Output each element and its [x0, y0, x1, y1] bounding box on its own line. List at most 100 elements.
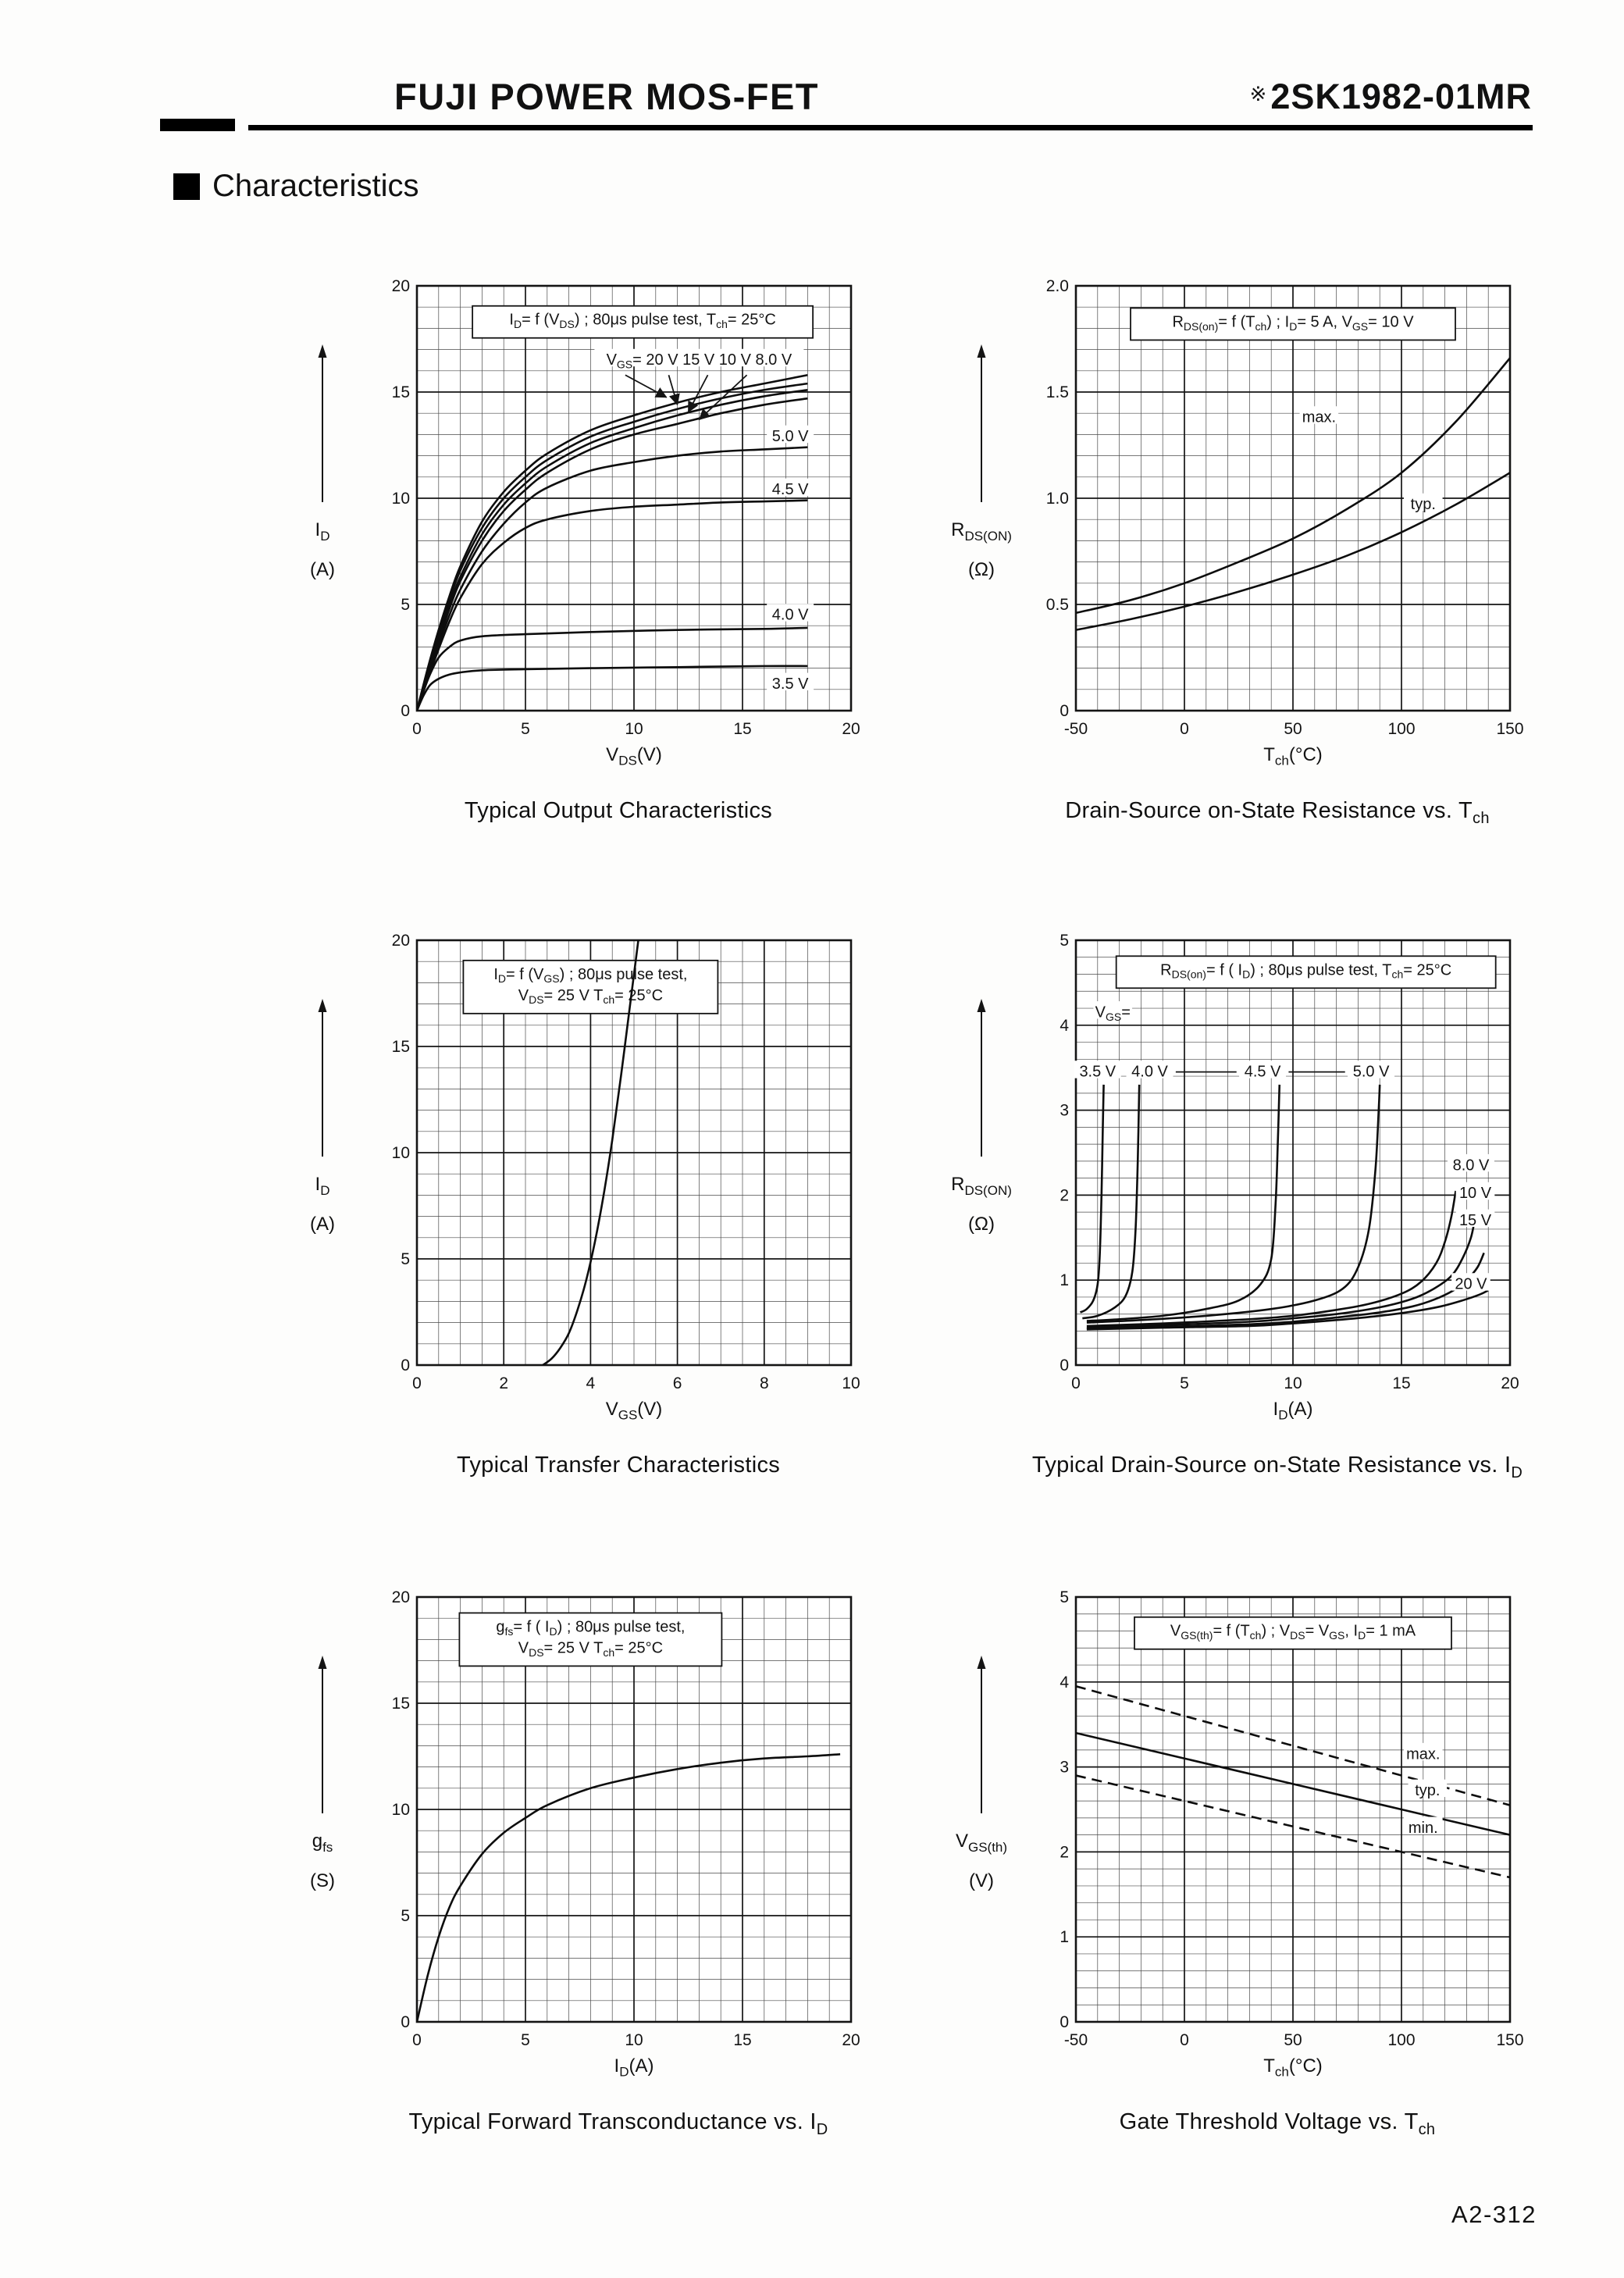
annotation-text: RDS(on)= f ( ID) ; 80μs pulse test, Tch=… — [1160, 961, 1451, 980]
y-tick-label: 5 — [1060, 1588, 1069, 1606]
annotation-text: VDS= 25 V Tch= 25°C — [518, 1639, 663, 1658]
curve-label-bg — [767, 425, 814, 444]
y-axis-label: ID — [315, 519, 330, 544]
x-tick-label: 5 — [521, 720, 530, 738]
part-number: ※2SK1982-01MR — [1250, 77, 1532, 117]
chart-title: Gate Threshold Voltage vs. Tch — [1119, 2109, 1436, 2138]
series-path — [1076, 1684, 1510, 1806]
part-number-text: 2SK1982-01MR — [1270, 77, 1532, 116]
series-path — [417, 626, 808, 711]
part-number-mark: ※ — [1249, 82, 1268, 105]
curve-label: VGS= — [1095, 1004, 1131, 1022]
section-title-text: Characteristics — [212, 169, 419, 203]
plot-area: -50 0 50 100 150 0 0.5 1.0 1.5 2.0 Tch(°C) RDS(on)=… — [1015, 270, 1540, 769]
y-axis-group: RDS(ON) (Ω) — [948, 999, 1015, 1236]
y-tick-label: 0 — [401, 1356, 410, 1374]
plot-border — [415, 284, 853, 712]
y-tick-label: 15 — [392, 383, 410, 401]
curve-label: 4.0 V — [1131, 1064, 1168, 1081]
curve-label: max. — [1302, 409, 1336, 426]
series-path — [542, 940, 639, 1365]
x-tick-label: 8 — [760, 1374, 769, 1392]
y-tick-label: 1 — [1060, 1928, 1069, 1946]
curve-label: 20 V — [1455, 1276, 1487, 1293]
curve-label: 15 V — [1459, 1212, 1492, 1229]
series-path — [417, 373, 808, 711]
y-tick-label: 15 — [392, 1038, 410, 1056]
x-tick-label: 2 — [499, 1374, 508, 1392]
y-tick-label: 0 — [401, 702, 410, 720]
x-axis-label: VGS(V) — [606, 1399, 663, 1420]
curve-label: 3.5 V — [772, 676, 809, 693]
y-axis-label: gfs — [312, 1831, 333, 1855]
y-axis-label: RDS(ON) — [951, 519, 1012, 544]
x-tick-label: 15 — [733, 2031, 751, 2049]
x-tick-label: 20 — [1501, 1374, 1519, 1392]
y-tick-label: 10 — [392, 1144, 410, 1162]
y-axis-group: ID (A) — [289, 344, 356, 582]
curve-label: 10 V — [1459, 1185, 1492, 1202]
series-path — [1076, 357, 1510, 615]
y-axis-label: (Ω) — [968, 559, 995, 581]
y-tick-label: 20 — [392, 932, 410, 950]
x-axis-label: ID(A) — [614, 2055, 654, 2077]
plot-area: 0 5 10 15 20 0 5 10 15 20 ID(A) gfs= f ( ID) ; 80μs… — [356, 1581, 881, 2080]
chart-gfs-vs-id: gfs (S) 0 5 10 15 20 0 5 10 15 20 ID(A) gfs= f ( ID)… — [289, 1581, 890, 2163]
curve-label-bg — [1074, 1061, 1121, 1078]
curve-label-bg — [1404, 493, 1443, 512]
curve-label-bg — [767, 604, 814, 622]
x-axis-label: VDS(V) — [606, 744, 662, 765]
section-square-icon — [173, 173, 200, 200]
x-tick-label: 0 — [1071, 1374, 1081, 1392]
y-tick-label: 0 — [1060, 2013, 1069, 2031]
curve-label-bg — [1404, 1816, 1443, 1834]
brand-title: FUJI POWER MOS-FET — [394, 76, 819, 117]
y-tick-label: 20 — [392, 1588, 410, 1606]
x-tick-label: -50 — [1064, 2031, 1088, 2049]
chart-title: Typical Output Characteristics — [464, 798, 773, 823]
curve-label: typ. — [1411, 496, 1436, 513]
x-tick-label: -50 — [1064, 720, 1088, 738]
plot-border — [1074, 284, 1512, 712]
x-tick-label: 10 — [1284, 1374, 1302, 1392]
chart-rdson-vs-tch: RDS(ON) (Ω) -50 0 50 100 150 0 0.5 1.0 1.5 2.0 Tch(… — [948, 270, 1549, 852]
y-tick-label: 3 — [1060, 1102, 1069, 1120]
y-tick-label: 1.5 — [1046, 383, 1069, 401]
x-tick-label: 0 — [1180, 720, 1189, 738]
y-axis-label: RDS(ON) — [951, 1174, 1012, 1198]
x-tick-label: 0 — [1180, 2031, 1189, 2049]
y-axis-group: gfs (S) — [289, 1656, 356, 1893]
y-axis-label: (A) — [310, 559, 335, 581]
plot-area: 0 5 10 15 20 0 5 10 15 20 VDS(V) ID= f (VDS) ; 80μs… — [356, 270, 881, 769]
y-tick-label: 1.0 — [1046, 490, 1069, 508]
y-tick-label: 0 — [1060, 702, 1069, 720]
x-tick-label: 100 — [1387, 2031, 1415, 2049]
y-tick-label: 3 — [1060, 1759, 1069, 1777]
x-tick-label: 15 — [733, 720, 751, 738]
y-axis-arrow — [318, 344, 327, 502]
x-tick-label: 20 — [842, 2031, 860, 2049]
curve-label-bg — [1455, 1209, 1495, 1228]
chart-svg: 0 2 4 6 8 10 0 5 10 15 20 VGS(V) ID= f (VGS) ; 80μs … — [392, 932, 860, 1422]
y-axis-arrow — [977, 344, 986, 502]
y-tick-label: 4 — [1060, 1017, 1069, 1035]
annotation-text: VDS= 25 V Tch= 25°C — [518, 987, 663, 1006]
curve-label: 4.5 V — [772, 481, 809, 498]
chart-title: Typical Forward Transconductance vs. ID — [408, 2109, 828, 2138]
series-group — [1076, 357, 1510, 631]
chart-title: Typical Drain-Source on-State Resistance… — [1031, 1453, 1523, 1481]
x-tick-label: 0 — [412, 2031, 422, 2049]
x-tick-label: 4 — [586, 1374, 596, 1392]
annotation-text: ID= f (VGS) ; 80μs pulse test, — [493, 966, 687, 985]
series-path — [1076, 472, 1510, 631]
curve-label-bg — [767, 672, 814, 690]
series-path — [417, 446, 808, 711]
series-path — [417, 665, 808, 711]
x-tick-label: 15 — [1392, 1374, 1410, 1392]
curve-label: 5.0 V — [1353, 1064, 1390, 1081]
curve-label-bg — [1126, 1061, 1173, 1078]
leader-line — [698, 374, 748, 421]
annotation-box — [1130, 307, 1456, 341]
curve-label-bg — [1299, 406, 1339, 424]
